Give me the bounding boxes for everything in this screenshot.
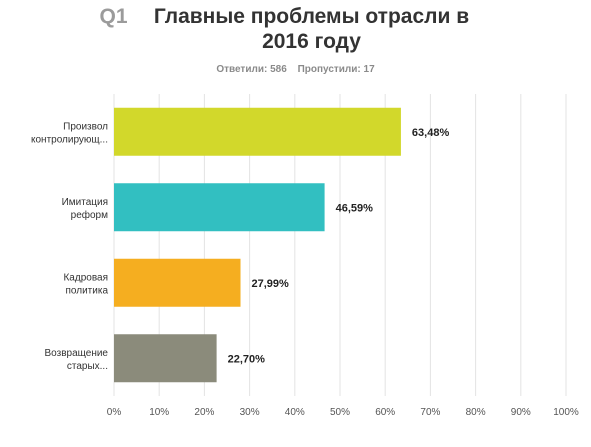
category-labels: Произвол контролирующ... Имитация реформ Кад… bbox=[31, 121, 108, 372]
x-tick-label: 70% bbox=[420, 407, 440, 418]
bar bbox=[114, 258, 241, 307]
bar-value-label: 27,99% bbox=[252, 278, 290, 290]
x-tick-label: 10% bbox=[149, 407, 169, 418]
bar-value-label: 46,59% bbox=[336, 202, 374, 214]
x-tick-label: 40% bbox=[285, 407, 305, 418]
response-stats: Ответили: 586 Пропустили: 17 bbox=[0, 64, 591, 75]
category-label: Кадровая политика bbox=[63, 272, 108, 296]
bar bbox=[114, 107, 401, 156]
chart-title: Главные проблемы отрасли в 2016 году bbox=[153, 5, 470, 53]
x-tick-label: 20% bbox=[194, 407, 214, 418]
skipped-count: Пропустили: 17 bbox=[297, 64, 375, 75]
x-tick-label: 50% bbox=[330, 407, 350, 418]
x-tick-label: 100% bbox=[553, 407, 579, 418]
answered-count: Ответили: 586 bbox=[216, 64, 287, 75]
category-label: Произвол контролирующ... bbox=[31, 121, 108, 145]
x-tick-label: 60% bbox=[375, 407, 395, 418]
bar bbox=[114, 183, 325, 232]
x-axis-ticks: 0% 10% 20% 30% 40% 50% 60% 70% 80% 90% 100% bbox=[107, 407, 579, 418]
bar bbox=[114, 334, 217, 383]
x-tick-label: 30% bbox=[240, 407, 260, 418]
bar-value-label: 22,70% bbox=[228, 353, 266, 365]
title-line: Q1 Главные проблемы отрасли в 2016 году bbox=[0, 4, 591, 54]
x-tick-label: 80% bbox=[466, 407, 486, 418]
bar-value-label: 63,48% bbox=[412, 127, 450, 139]
question-number: Q1 bbox=[99, 5, 128, 28]
x-tick-label: 0% bbox=[107, 407, 122, 418]
category-label: Возвращение старых... bbox=[45, 348, 109, 372]
category-label: Имитация реформ bbox=[62, 197, 109, 221]
chart-header: Q1 Главные проблемы отрасли в 2016 году bbox=[0, 4, 591, 54]
bars: 63,48% 46,59% 27,99% 22,70% bbox=[114, 107, 450, 383]
x-tick-label: 90% bbox=[511, 407, 531, 418]
